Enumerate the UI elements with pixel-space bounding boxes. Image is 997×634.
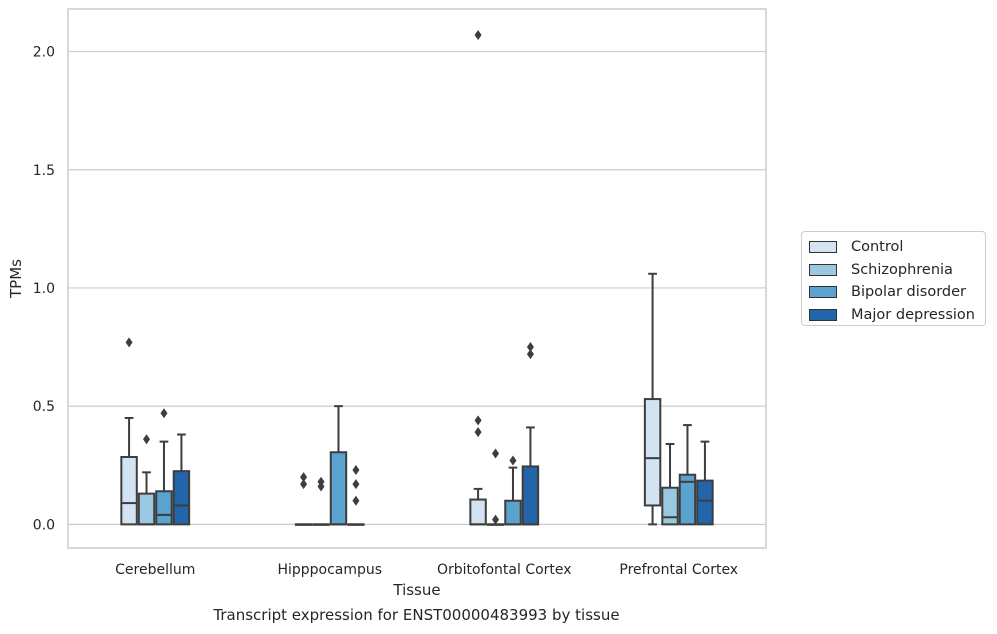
legend-item: Major depression <box>809 304 985 327</box>
outlier-point <box>352 495 360 506</box>
box-body <box>137 492 156 526</box>
outlier-point <box>474 427 482 438</box>
outlier-point <box>143 434 151 445</box>
legend-swatch <box>809 308 837 321</box>
box-2-3 <box>678 424 697 526</box>
box-body <box>661 486 679 526</box>
x-tick-label: Hipppocampus <box>277 562 382 578</box>
y-tick-label: 0.0 <box>33 517 55 533</box>
box-2-2 <box>504 455 522 526</box>
outlier-point <box>300 479 308 490</box>
x-tick-label: Orbitofontal Cortex <box>437 562 572 578</box>
box-0-3 <box>643 272 662 526</box>
legend-item: Control <box>809 236 985 259</box>
outlier-point <box>352 464 360 475</box>
box-3-0 <box>172 433 191 526</box>
box-body <box>329 451 348 526</box>
box-body <box>521 465 540 526</box>
outlier-point <box>492 448 500 459</box>
box-body <box>120 455 138 526</box>
y-tick-label: 1.5 <box>33 163 55 179</box>
outlier-point <box>474 30 482 41</box>
plot-area <box>68 9 766 548</box>
outlier-point <box>526 342 534 353</box>
box-2-1 <box>329 405 348 526</box>
box-3-1 <box>347 464 365 526</box>
box-body <box>172 470 191 526</box>
legend-swatch <box>809 263 837 276</box>
chart-legend: Control Schizophrenia Bipolar disorder Majo… <box>801 231 986 326</box>
outlier-point <box>509 455 517 466</box>
outlier-point <box>526 349 534 360</box>
box-body <box>155 490 173 526</box>
box-0-0 <box>120 337 138 526</box>
legend-label: Major depression <box>851 306 975 323</box>
legend-label: Control <box>851 239 904 256</box>
box-body <box>696 479 714 526</box>
x-tick-label: Cerebellum <box>115 562 195 578</box>
outlier-point <box>125 337 133 348</box>
outlier-point <box>160 408 168 419</box>
legend-item: Schizophrenia <box>809 259 985 282</box>
legend-swatch <box>809 286 837 299</box>
box-0-2 <box>469 30 487 526</box>
legend-item: Bipolar disorder <box>809 281 985 304</box>
box-body <box>678 473 697 526</box>
box-0-1 <box>294 472 313 526</box>
outlier-point <box>492 514 500 525</box>
legend-label: Schizophrenia <box>851 261 953 278</box>
outlier-point <box>300 472 308 483</box>
box-3-3 <box>696 440 714 526</box>
box-1-3 <box>661 442 679 526</box>
x-axis-title: Tissue <box>392 581 440 599</box>
outlier-point <box>352 479 360 490</box>
legend-label: Bipolar disorder <box>851 284 966 301</box>
y-tick-label: 0.5 <box>33 399 55 415</box>
y-axis-title: TPMs <box>7 259 25 299</box>
box-1-1 <box>312 476 330 526</box>
chart-caption: Transcript expression for ENST0000048399… <box>213 606 620 624</box>
y-tick-label: 2.0 <box>33 45 55 61</box>
box-2-0 <box>155 408 173 526</box>
outlier-point <box>317 481 325 492</box>
outlier-point <box>474 415 482 426</box>
box-body <box>504 499 522 526</box>
box-body <box>469 498 487 526</box>
legend-swatch <box>809 241 837 254</box>
y-tick-label: 1.0 <box>33 281 55 297</box>
box-1-0 <box>137 434 156 526</box>
box-1-2 <box>486 448 505 526</box>
plot-frame <box>67 8 767 549</box>
x-tick-label: Prefrontal Cortex <box>619 562 738 578</box>
box-3-2 <box>521 342 540 526</box>
box-body <box>643 398 662 507</box>
